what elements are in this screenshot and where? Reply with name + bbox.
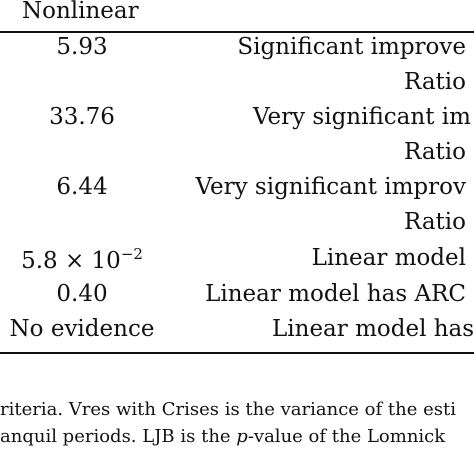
conclusion-text: Linear model has ARC (205, 281, 466, 307)
conclusion-text: Significant improve (237, 34, 466, 60)
nonlinear-value: No evidence (9, 316, 155, 342)
table-row: Ratio (0, 139, 474, 173)
conclusion-text: Very significant im (253, 104, 471, 130)
caption-text: anquil periods. LJB is the (0, 426, 237, 447)
conclusion-text: Linear model has (272, 316, 474, 342)
table-row: Ratio (0, 209, 474, 243)
conclusion-text: Ratio (403, 139, 466, 165)
column-header-nonlinear: Nonlinear (22, 0, 139, 24)
nonlinear-value: 6.44 (56, 174, 108, 200)
table-row: No evidence Linear model has (0, 316, 474, 350)
value-mantissa: 5.8 × 10 (21, 248, 121, 274)
value-exponent: −2 (120, 245, 143, 263)
caption-line: riteria. Vres with Crises is the varianc… (0, 399, 456, 420)
conclusion-text: Ratio (403, 69, 466, 95)
caption-italic-p: p (236, 426, 248, 447)
caption-text: -value of the Lomnick (247, 426, 446, 447)
table-row: 5.8 × 10−2 Linear model (0, 245, 474, 279)
caption-line: anquil periods. LJB is the p-value of th… (0, 426, 474, 447)
conclusion-text: Very significant improv (195, 174, 467, 200)
conclusion-text: Ratio (403, 209, 466, 235)
table-top-rule (0, 31, 474, 33)
table-row: 6.44 Very significant improv (0, 174, 474, 208)
nonlinear-value: 5.8 × 10−2 (0, 245, 164, 274)
nonlinear-value: 33.76 (49, 104, 115, 130)
nonlinear-value: 5.93 (56, 34, 108, 60)
nonlinear-value: 0.40 (56, 281, 108, 307)
conclusion-text: Linear model (311, 245, 466, 271)
table-row: 33.76 Very significant im (0, 104, 474, 138)
table-row: 5.93 Significant improve (0, 34, 474, 68)
table-row: 0.40 Linear model has ARC (0, 281, 474, 315)
table-row: Ratio (0, 69, 474, 103)
table-bottom-rule (0, 352, 474, 354)
